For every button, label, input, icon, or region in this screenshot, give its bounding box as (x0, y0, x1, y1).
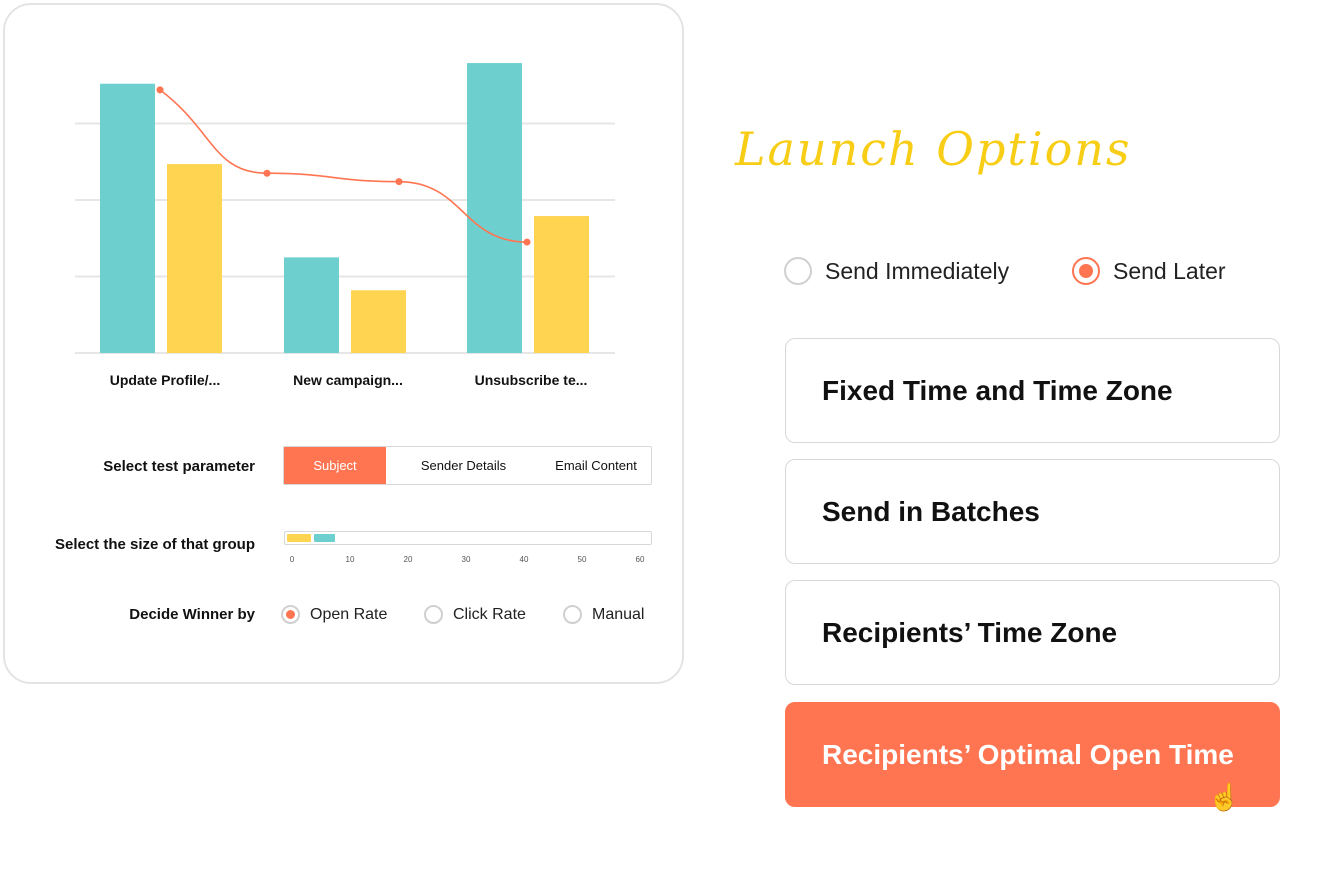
launch-options-title: Launch Options (735, 122, 1132, 176)
ab-test-card: Update Profile/... New campaign... Unsub… (3, 3, 684, 684)
bar-chart (75, 63, 615, 354)
option-fixed-time[interactable]: Fixed Time and Time Zone (785, 338, 1280, 443)
bar (167, 164, 222, 353)
radio-icon (784, 257, 812, 285)
param-subject[interactable]: Subject (284, 447, 386, 484)
slider-tick: 50 (577, 555, 587, 564)
group-segment (313, 534, 335, 542)
radio-icon (424, 605, 443, 624)
param-sender-details[interactable]: Sender Details (420, 458, 507, 473)
radio-label: Click Rate (453, 605, 526, 623)
x-label: Unsubscribe te... (474, 372, 588, 388)
radio-send-later[interactable]: Send Later (1072, 257, 1226, 285)
radio-label: Send Immediately (825, 257, 1010, 284)
bar (100, 83, 155, 353)
radio-open-rate[interactable]: Open Rate (281, 605, 387, 624)
trend-point (395, 178, 403, 186)
trend-point (263, 169, 271, 177)
slider-tick: 20 (403, 555, 413, 564)
trend-point (156, 86, 164, 94)
slider-tick: 0 (289, 555, 295, 564)
bar (467, 63, 522, 353)
radio-icon (1072, 257, 1100, 285)
trend-point (523, 238, 531, 246)
group-segment (287, 534, 311, 542)
param-label: Select test parameter (103, 458, 255, 475)
option-optimal-open-time[interactable]: Recipients’ Optimal Open Time (785, 702, 1280, 807)
option-send-batches[interactable]: Send in Batches (785, 459, 1280, 564)
slider-tick: 60 (635, 555, 645, 564)
hand-cursor-icon: ☝ (1208, 782, 1241, 812)
trend-line (159, 89, 528, 243)
size-label: Select the size of that group (54, 536, 255, 553)
bar (351, 290, 406, 353)
group-size-slider[interactable] (284, 531, 652, 545)
radio-label: Manual (592, 605, 645, 623)
bar (534, 216, 589, 353)
slider-tick: 40 (519, 555, 529, 564)
param-email-content[interactable]: Email Content (555, 458, 637, 473)
param-segmented-control: Subject Sender Details Email Content (283, 446, 652, 485)
bar (284, 257, 339, 353)
x-label: New campaign... (293, 372, 403, 388)
radio-label: Open Rate (310, 605, 388, 623)
radio-manual[interactable]: Manual (563, 605, 644, 624)
x-label: Update Profile/... (109, 372, 221, 388)
radio-label: Send Later (1113, 257, 1226, 284)
radio-send-immediately[interactable]: Send Immediately (784, 257, 1009, 285)
option-recipients-time-zone[interactable]: Recipients’ Time Zone (785, 580, 1280, 685)
radio-icon (563, 605, 582, 624)
radio-icon (281, 605, 300, 624)
radio-click-rate[interactable]: Click Rate (424, 605, 526, 624)
slider-tick: 30 (461, 555, 471, 564)
slider-tick: 10 (345, 555, 355, 564)
winner-label: Decide Winner by (129, 606, 255, 623)
